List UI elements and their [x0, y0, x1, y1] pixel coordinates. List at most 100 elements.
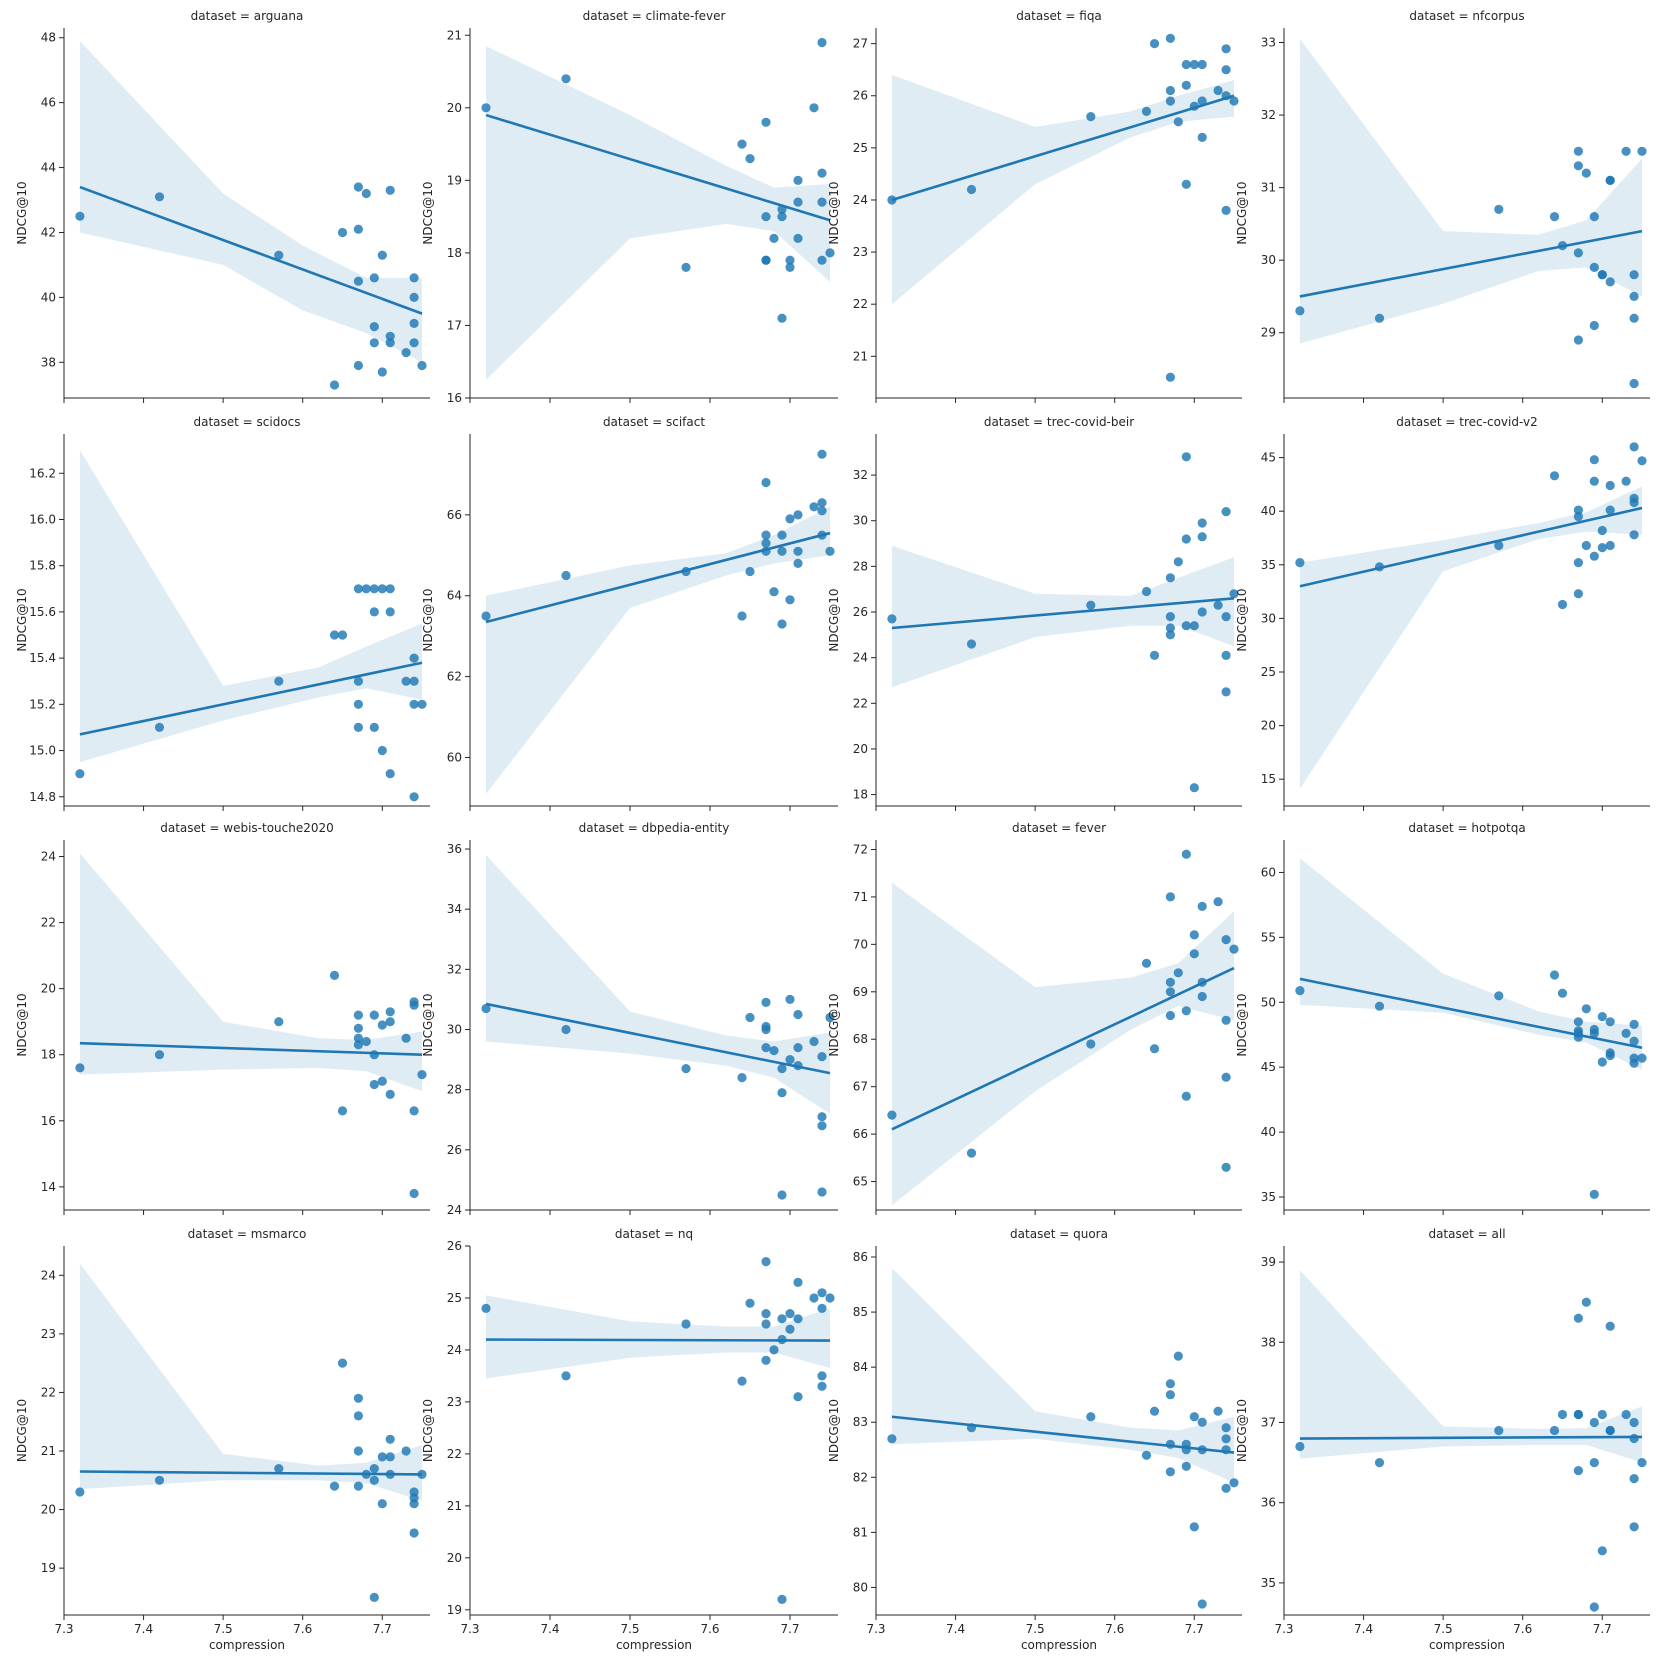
panel-title: dataset = all: [1428, 1227, 1505, 1241]
y-tick-label: 20: [447, 101, 462, 115]
y-tick-label: 28: [853, 559, 868, 573]
panel-title: dataset = fiqa: [1016, 9, 1102, 23]
confidence-band: [486, 46, 830, 380]
y-tick-label: 16.2: [29, 466, 56, 480]
x-tick-label: 7.7: [780, 1622, 799, 1636]
data-point: [154, 1050, 165, 1060]
y-tick-label: 40: [1261, 504, 1276, 518]
y-tick-label: 55: [1261, 930, 1276, 944]
data-point: [1629, 1019, 1639, 1029]
data-point: [385, 1007, 395, 1017]
panel-9: 14 16 18 20 22 24 dataset = webis-touche2020 ND…: [15, 821, 430, 1215]
data-point: [1573, 1466, 1583, 1476]
data-point: [1605, 277, 1615, 287]
y-tick-label: 32: [853, 468, 868, 482]
data-point: [1173, 117, 1183, 127]
data-point: [1629, 1417, 1639, 1428]
data-point: [817, 1187, 827, 1197]
data-point: [761, 117, 771, 127]
data-point: [353, 676, 363, 686]
data-point: [1181, 179, 1191, 189]
data-point: [329, 1481, 340, 1491]
data-point: [1149, 1044, 1160, 1054]
data-point: [154, 1475, 165, 1485]
x-tick-label: 7.5: [1434, 1622, 1453, 1636]
data-point: [1173, 1351, 1183, 1361]
data-point: [409, 699, 419, 709]
data-point: [1629, 291, 1639, 301]
data-point: [761, 1257, 771, 1267]
data-point: [825, 1012, 835, 1023]
data-point: [793, 546, 803, 556]
data-point: [1295, 306, 1305, 316]
data-point: [409, 318, 419, 328]
panel-16: 35 36 37 38 39 7.3 7.4 7.5 7.6 7.7 dataset = all ND…: [1235, 1227, 1650, 1652]
data-point: [1589, 320, 1599, 331]
data-point: [1141, 106, 1152, 116]
regression-line: [1299, 1435, 1643, 1440]
y-tick-label: 26: [447, 1239, 462, 1253]
data-point: [1181, 59, 1191, 70]
confidence-band: [79, 450, 423, 763]
y-tick-label: 19: [447, 1603, 462, 1617]
y-tick-label: 20: [41, 1503, 56, 1517]
y-tick-label: 46: [41, 96, 56, 110]
data-point: [481, 1003, 491, 1014]
data-point: [377, 745, 387, 756]
data-point: [75, 1487, 85, 1497]
data-point: [1573, 558, 1583, 568]
data-point: [274, 250, 284, 260]
y-tick-label: 24: [853, 193, 868, 207]
y-tick-label: 18: [41, 1048, 56, 1062]
data-point: [1221, 1423, 1231, 1433]
data-point: [154, 192, 165, 202]
data-point: [1597, 270, 1607, 280]
data-point: [337, 1106, 348, 1116]
panel-title: dataset = scifact: [603, 415, 705, 429]
data-point: [329, 970, 340, 981]
data-point: [481, 611, 491, 621]
regression-line: [485, 1338, 831, 1342]
data-point: [1589, 1458, 1599, 1468]
data-point: [274, 676, 284, 686]
data-point: [793, 558, 803, 569]
data-point: [1573, 161, 1583, 171]
data-point: [825, 546, 835, 556]
y-axis-title: NDCG@10: [421, 1399, 435, 1462]
data-point: [825, 248, 835, 258]
data-point: [409, 653, 419, 663]
data-point: [409, 1188, 419, 1199]
data-point: [1549, 970, 1560, 980]
y-tick-label: 30: [1261, 611, 1276, 625]
data-point: [1629, 1522, 1639, 1532]
data-point: [761, 1319, 771, 1329]
data-point: [769, 587, 779, 597]
data-point: [401, 676, 411, 686]
panel-title: dataset = msmarco: [188, 1227, 307, 1241]
data-point: [561, 570, 571, 581]
data-point: [1181, 452, 1191, 462]
data-point: [793, 1277, 803, 1287]
y-tick-label: 22: [853, 696, 868, 710]
data-point: [1189, 621, 1199, 631]
data-point: [1581, 540, 1591, 551]
y-tick-label: 42: [41, 225, 56, 239]
y-axis-title: NDCG@10: [827, 588, 841, 651]
data-point: [1165, 573, 1175, 583]
data-point: [1149, 39, 1160, 49]
data-point: [777, 313, 787, 323]
y-tick-label: 65: [853, 1175, 868, 1189]
data-point: [1197, 991, 1207, 1002]
data-point: [329, 380, 340, 390]
data-point: [274, 1017, 284, 1027]
data-point: [1573, 505, 1583, 515]
data-point: [369, 1592, 379, 1602]
panel-11: 65 66 67 68 69 70 71 72 dataset = fever NDCG@10: [827, 821, 1242, 1215]
confidence-band: [891, 74, 1234, 305]
confidence-band: [1299, 858, 1642, 1070]
data-point: [1221, 1483, 1231, 1493]
data-point: [1086, 112, 1096, 122]
data-point: [1557, 1409, 1568, 1420]
data-point: [1557, 988, 1568, 998]
data-point: [409, 1000, 419, 1010]
